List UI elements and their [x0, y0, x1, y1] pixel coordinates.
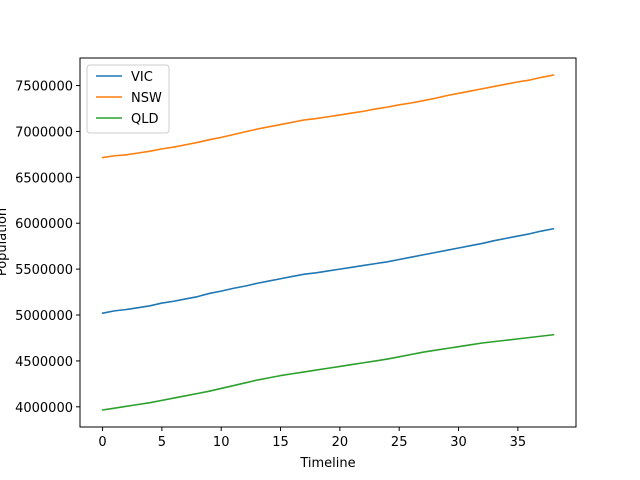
series-line-vic — [101, 227, 555, 314]
x-tick-label: 5 — [158, 435, 166, 450]
x-tick-label: 20 — [332, 435, 349, 450]
x-axis-title: Timeline — [299, 456, 355, 471]
y-tick-label: 4000000 — [15, 401, 73, 416]
x-tick-label: 10 — [213, 435, 230, 450]
legend-box — [86, 64, 170, 134]
y-tick-label: 4500000 — [15, 355, 73, 370]
x-tick-label: 30 — [450, 435, 467, 450]
axis-ticks: 0 5 10 15 20 25 30 35 4000000 4500000 5000000 55000… — [15, 80, 526, 450]
series-line-qld — [101, 333, 555, 411]
y-axis-title: Population — [0, 208, 10, 276]
legend: VIC NSW QLD — [86, 64, 170, 134]
x-tick-label: 25 — [391, 435, 408, 450]
series-line-nsw — [101, 74, 555, 159]
x-tick-label: 15 — [272, 435, 289, 450]
series-lines — [101, 74, 555, 411]
legend-label-nsw: NSW — [131, 91, 162, 106]
y-tick-label: 6000000 — [15, 217, 73, 232]
plot-frame — [79, 57, 577, 428]
y-tick-label: 7500000 — [15, 80, 73, 95]
y-tick-label: 5500000 — [15, 263, 73, 278]
x-tick-label: 0 — [98, 435, 106, 450]
legend-label-vic: VIC — [131, 70, 153, 85]
legend-label-qld: QLD — [131, 112, 159, 127]
y-tick-label: 6500000 — [15, 171, 73, 186]
y-tick-label: 7000000 — [15, 125, 73, 140]
y-tick-label: 5000000 — [15, 309, 73, 324]
x-tick-label: 35 — [510, 435, 527, 450]
